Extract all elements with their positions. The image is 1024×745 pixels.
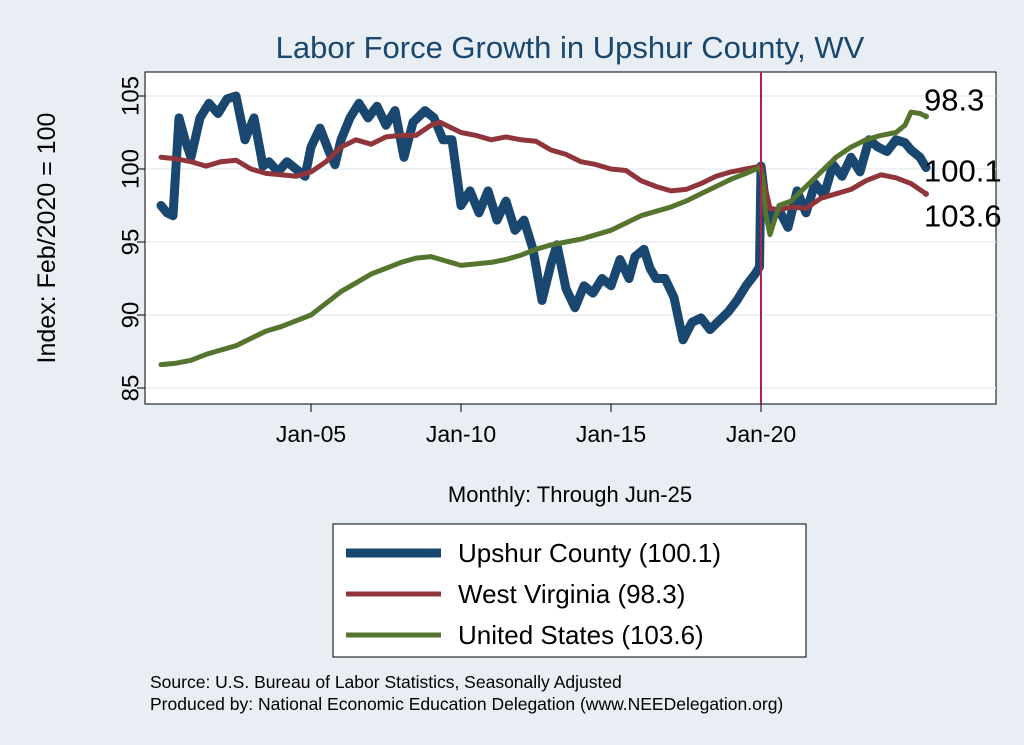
- end-point-marker: [923, 164, 929, 171]
- y-tick-label: 95: [118, 229, 145, 256]
- legend-label: West Virginia (98.3): [458, 579, 685, 609]
- x-axis-label: Monthly: Through Jun-25: [448, 482, 692, 507]
- end-point-marker: [923, 113, 929, 120]
- y-tick-label: 90: [118, 302, 145, 329]
- x-ticks: Jan-05 Jan-10 Jan-15 Jan-20: [276, 404, 796, 447]
- series-line: [156, 91, 931, 345]
- y-tick-label: 105: [118, 76, 145, 116]
- y-tick-label: 100: [118, 149, 145, 189]
- chart-title: Labor Force Growth in Upshur County, WV: [276, 30, 865, 65]
- legend-items: Upshur County (100.1) West Virginia (98.3…: [346, 538, 721, 650]
- y-axis-label: Index: Feb/2020 = 100: [33, 113, 61, 364]
- plot-area: [144, 71, 997, 405]
- axes: [144, 72, 996, 405]
- legend-label: United States (103.6): [458, 620, 704, 650]
- end-value-labels: 100.1 98.3 103.6: [923, 83, 1002, 234]
- end-point-marker: [923, 190, 929, 197]
- end-value-label: 103.6: [924, 199, 1002, 234]
- legend: Upshur County (100.1) West Virginia (98.3…: [332, 523, 807, 658]
- y-ticks: 85 90 95 100 105: [118, 76, 145, 402]
- x-tick-label: Jan-15: [576, 421, 646, 447]
- legend-label: Upshur County (100.1): [458, 538, 721, 568]
- x-tick-label: Jan-05: [276, 421, 346, 447]
- series-line: [158, 109, 929, 368]
- series-line: [158, 119, 929, 213]
- x-tick-label: Jan-20: [726, 421, 796, 447]
- end-value-label: 100.1: [924, 154, 1002, 189]
- y-tick-label: 85: [118, 375, 145, 402]
- produced-by-note: Produced by: National Economic Education…: [150, 694, 784, 714]
- source-note: Source: U.S. Bureau of Labor Statistics,…: [150, 672, 622, 692]
- x-tick-label: Jan-10: [426, 421, 496, 447]
- series-lines: [156, 91, 931, 368]
- end-value-label: 98.3: [924, 83, 984, 118]
